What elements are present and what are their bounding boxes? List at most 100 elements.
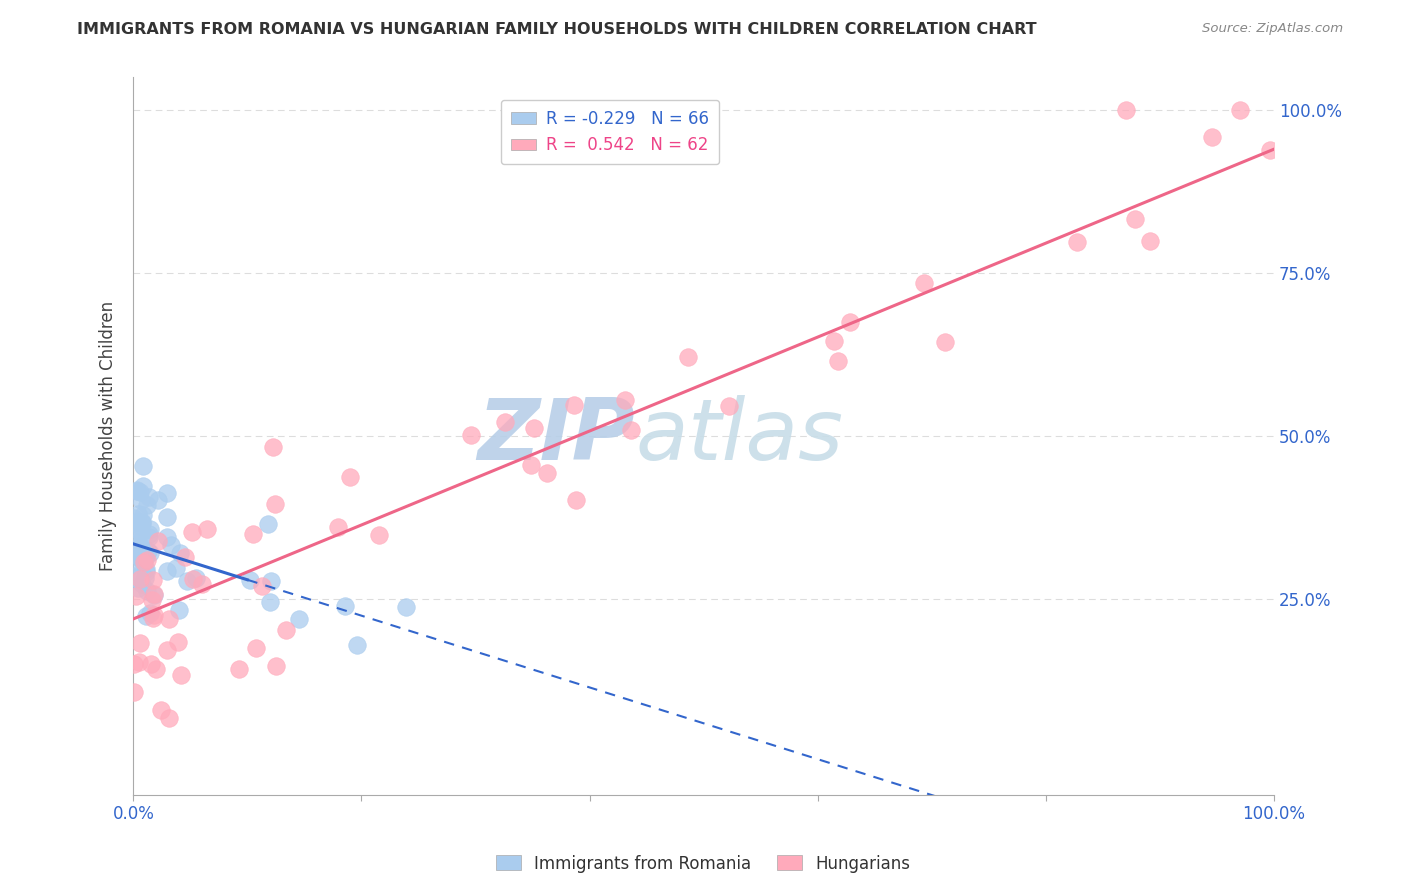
Point (135, 609, 157, 624)
Point (148, 534, 170, 549)
Point (157, 612, 180, 626)
Point (128, 655, 150, 669)
Point (1201, 129, 1223, 144)
Point (156, 486, 179, 500)
Point (146, 493, 169, 508)
Point (156, 642, 179, 657)
Point (186, 571, 208, 585)
Point (150, 703, 173, 717)
Point (276, 624, 298, 638)
Text: ZIP: ZIP (478, 395, 636, 478)
Point (131, 547, 153, 561)
Point (156, 509, 179, 524)
Point (142, 611, 165, 625)
Point (157, 711, 180, 725)
Point (128, 541, 150, 555)
Point (565, 492, 588, 507)
Point (143, 608, 166, 623)
Point (180, 524, 202, 539)
Point (128, 485, 150, 500)
Point (156, 530, 179, 544)
Point (242, 527, 264, 541)
Point (135, 565, 157, 579)
Point (131, 577, 153, 591)
Point (228, 662, 250, 676)
Point (562, 398, 585, 412)
Point (127, 581, 149, 595)
Point (128, 636, 150, 650)
Point (191, 577, 214, 591)
Point (139, 522, 162, 536)
Point (136, 583, 159, 598)
Point (135, 562, 157, 576)
Point (160, 538, 183, 552)
Point (245, 641, 267, 656)
Point (124, 569, 146, 583)
Point (620, 424, 643, 438)
Point (122, 510, 145, 524)
Point (131, 516, 153, 530)
Point (1139, 235, 1161, 249)
Point (136, 553, 159, 567)
Point (181, 572, 204, 586)
Legend: R = -0.229   N = 66, R =  0.542   N = 62: R = -0.229 N = 66, R = 0.542 N = 62 (501, 100, 718, 164)
Point (266, 659, 288, 673)
Point (125, 590, 148, 604)
Point (131, 553, 153, 567)
Point (122, 657, 145, 672)
Point (128, 556, 150, 570)
Y-axis label: Family Households with Children: Family Households with Children (100, 301, 117, 571)
Point (368, 528, 391, 542)
Point (132, 508, 155, 522)
Point (460, 428, 482, 442)
Point (139, 657, 162, 671)
Point (1115, 103, 1137, 117)
Point (260, 574, 283, 588)
Point (134, 551, 156, 566)
Point (288, 612, 311, 626)
Point (125, 484, 148, 499)
Point (339, 470, 361, 484)
Point (1247, 52, 1270, 66)
Text: atlas: atlas (636, 395, 844, 478)
Point (129, 525, 152, 540)
Point (176, 574, 198, 588)
Point (143, 588, 166, 602)
Point (167, 603, 190, 617)
Point (141, 593, 163, 607)
Point (143, 587, 166, 601)
Point (1066, 235, 1088, 250)
Point (827, 354, 849, 368)
Point (262, 440, 284, 454)
Point (239, 573, 262, 587)
Point (823, 334, 845, 349)
Point (838, 315, 860, 329)
Point (1258, 143, 1281, 157)
Point (132, 458, 155, 473)
Point (522, 421, 544, 435)
Point (678, 351, 700, 365)
Point (264, 497, 287, 511)
Point (124, 541, 146, 555)
Point (326, 519, 349, 533)
Point (173, 550, 195, 565)
Point (131, 492, 153, 507)
Point (166, 635, 188, 649)
Point (128, 525, 150, 540)
Point (912, 277, 935, 291)
Point (129, 547, 152, 561)
Point (132, 547, 155, 561)
Point (138, 490, 160, 504)
Point (934, 335, 956, 350)
Point (195, 522, 218, 536)
Text: Source: ZipAtlas.com: Source: ZipAtlas.com (1202, 22, 1343, 36)
Point (134, 551, 156, 566)
Point (138, 606, 160, 620)
Point (129, 552, 152, 566)
Point (142, 573, 165, 587)
Point (613, 392, 636, 407)
Point (156, 564, 179, 578)
Point (145, 662, 167, 676)
Text: IMMIGRANTS FROM ROMANIA VS HUNGARIAN FAMILY HOUSEHOLDS WITH CHILDREN CORRELATION: IMMIGRANTS FROM ROMANIA VS HUNGARIAN FAM… (77, 22, 1038, 37)
Point (124, 548, 146, 562)
